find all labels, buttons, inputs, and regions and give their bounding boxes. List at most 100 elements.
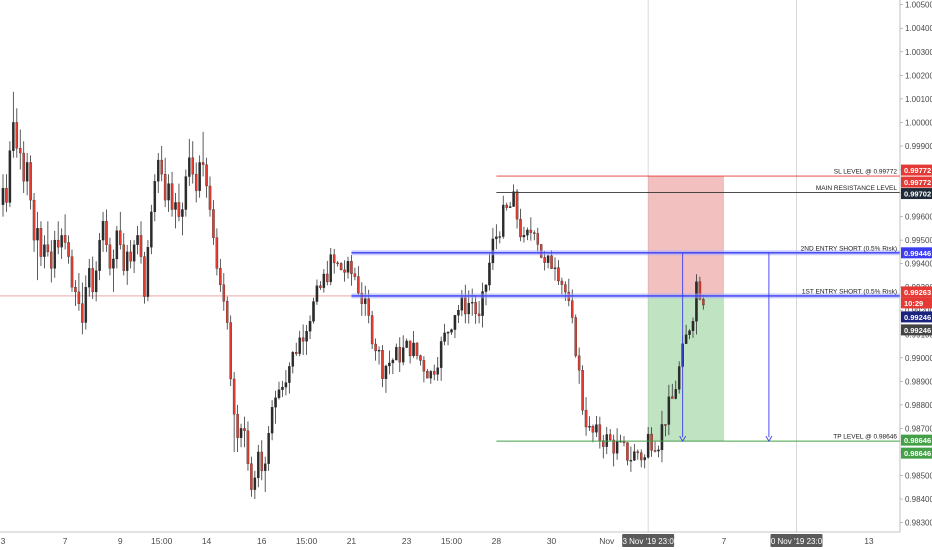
price-axis-bg [900, 0, 932, 550]
candle-body [667, 396, 671, 425]
candle-body [543, 257, 546, 263]
candle-body [188, 157, 191, 177]
price-badge [901, 164, 932, 176]
candle-body [415, 342, 419, 356]
candle-body [119, 230, 122, 245]
sl-label: SL LEVEL @ 0.99772 [834, 169, 898, 176]
time-axis[interactable]: 37915:00141615:00212315:002830Nov5711130… [0, 531, 900, 550]
candle-body [70, 256, 74, 288]
candle-body [519, 219, 522, 238]
candle-body [391, 359, 395, 364]
candle-body [298, 337, 301, 354]
candle-body [557, 267, 560, 282]
stop-loss-zone [648, 176, 725, 296]
candle-body [426, 371, 429, 379]
price-badge-text: 0.99246 [904, 326, 931, 335]
candle-body [257, 451, 260, 479]
candle-body [474, 302, 477, 315]
price-badge [901, 247, 932, 259]
candle-body [688, 330, 691, 335]
candle-body [219, 268, 222, 285]
candle-body [646, 433, 650, 458]
candle-body [212, 209, 215, 238]
candle-body [488, 262, 491, 286]
candle-body [571, 300, 574, 318]
candle-body [81, 303, 84, 323]
candle-body [174, 202, 177, 210]
candle-body [588, 426, 591, 428]
candle-body [533, 232, 536, 234]
candle-body [246, 430, 250, 464]
candle-body [640, 452, 643, 461]
candle-body [277, 389, 281, 398]
candle-body [46, 244, 50, 253]
x-tick-label: Nov [599, 536, 615, 546]
candle-body [401, 347, 405, 363]
candle-body [626, 442, 629, 461]
candle-body [288, 366, 291, 383]
candle-body [329, 254, 332, 283]
x-tick-label: 14 [202, 536, 212, 546]
candle-body [39, 228, 43, 257]
candle-body [443, 332, 446, 342]
candle-body [498, 236, 502, 238]
candle-body [612, 439, 615, 454]
y-tick-label: 1.00200 [905, 71, 932, 80]
x-tick-label: 7 [722, 536, 727, 546]
candle-body [671, 396, 674, 399]
candle-body [270, 407, 274, 434]
second-entry-label: 2ND ENTRY SHORT (0.5% Risk) [801, 245, 897, 252]
candle-body [1, 188, 5, 205]
x-tick-label: 16 [257, 536, 267, 546]
candle-body [222, 284, 226, 302]
candle-body [357, 276, 360, 294]
candle-body [643, 457, 646, 461]
candle-body [577, 355, 581, 371]
candle-body [522, 235, 526, 238]
price-badge-text: 0.99772 [904, 166, 931, 175]
candle-body [308, 321, 312, 332]
candle-body [457, 310, 460, 316]
candle-body [370, 315, 374, 345]
candle-body [363, 298, 367, 304]
y-tick-label: 0.98300 [905, 519, 932, 528]
y-tick-label: 0.99400 [905, 260, 932, 269]
candle-body [74, 287, 77, 293]
candle-body [322, 273, 326, 288]
candle-body [481, 291, 484, 316]
x-tick-label: 7 [63, 536, 68, 546]
candle-body [546, 255, 550, 263]
candle-body [508, 206, 512, 208]
candle-body [564, 284, 567, 293]
candle-body [312, 301, 315, 322]
candle-body [591, 426, 595, 433]
candle-body [636, 451, 640, 453]
y-tick-label: 0.98700 [905, 424, 932, 433]
candle-body [405, 340, 408, 348]
candle-body [8, 150, 12, 203]
candle-body [560, 280, 564, 285]
y-tick-label: 0.99900 [905, 142, 932, 151]
y-tick-label: 0.98800 [905, 401, 932, 410]
candle-body [439, 341, 443, 368]
time-badge [770, 534, 823, 547]
price-badge-text: 0.98646 [904, 436, 931, 445]
candle-body [18, 148, 22, 154]
candle-body [67, 242, 70, 257]
risk-reward-zones [648, 176, 725, 442]
candle-body [633, 451, 636, 461]
candle-body [29, 162, 32, 201]
candle-body [332, 254, 336, 264]
tp-label: TP LEVEL @ 0.98646 [833, 434, 897, 441]
candle-body [208, 185, 212, 210]
price-badge-text: 0.98646 [904, 449, 931, 458]
candle-body [529, 229, 533, 233]
candle-body [605, 434, 609, 447]
price-axis[interactable]: 0.983000.984000.985000.986000.987000.988… [899, 0, 932, 550]
price-badge [901, 434, 932, 446]
candle-body [664, 424, 667, 426]
candle-body [574, 317, 577, 356]
candle-body [108, 244, 112, 269]
